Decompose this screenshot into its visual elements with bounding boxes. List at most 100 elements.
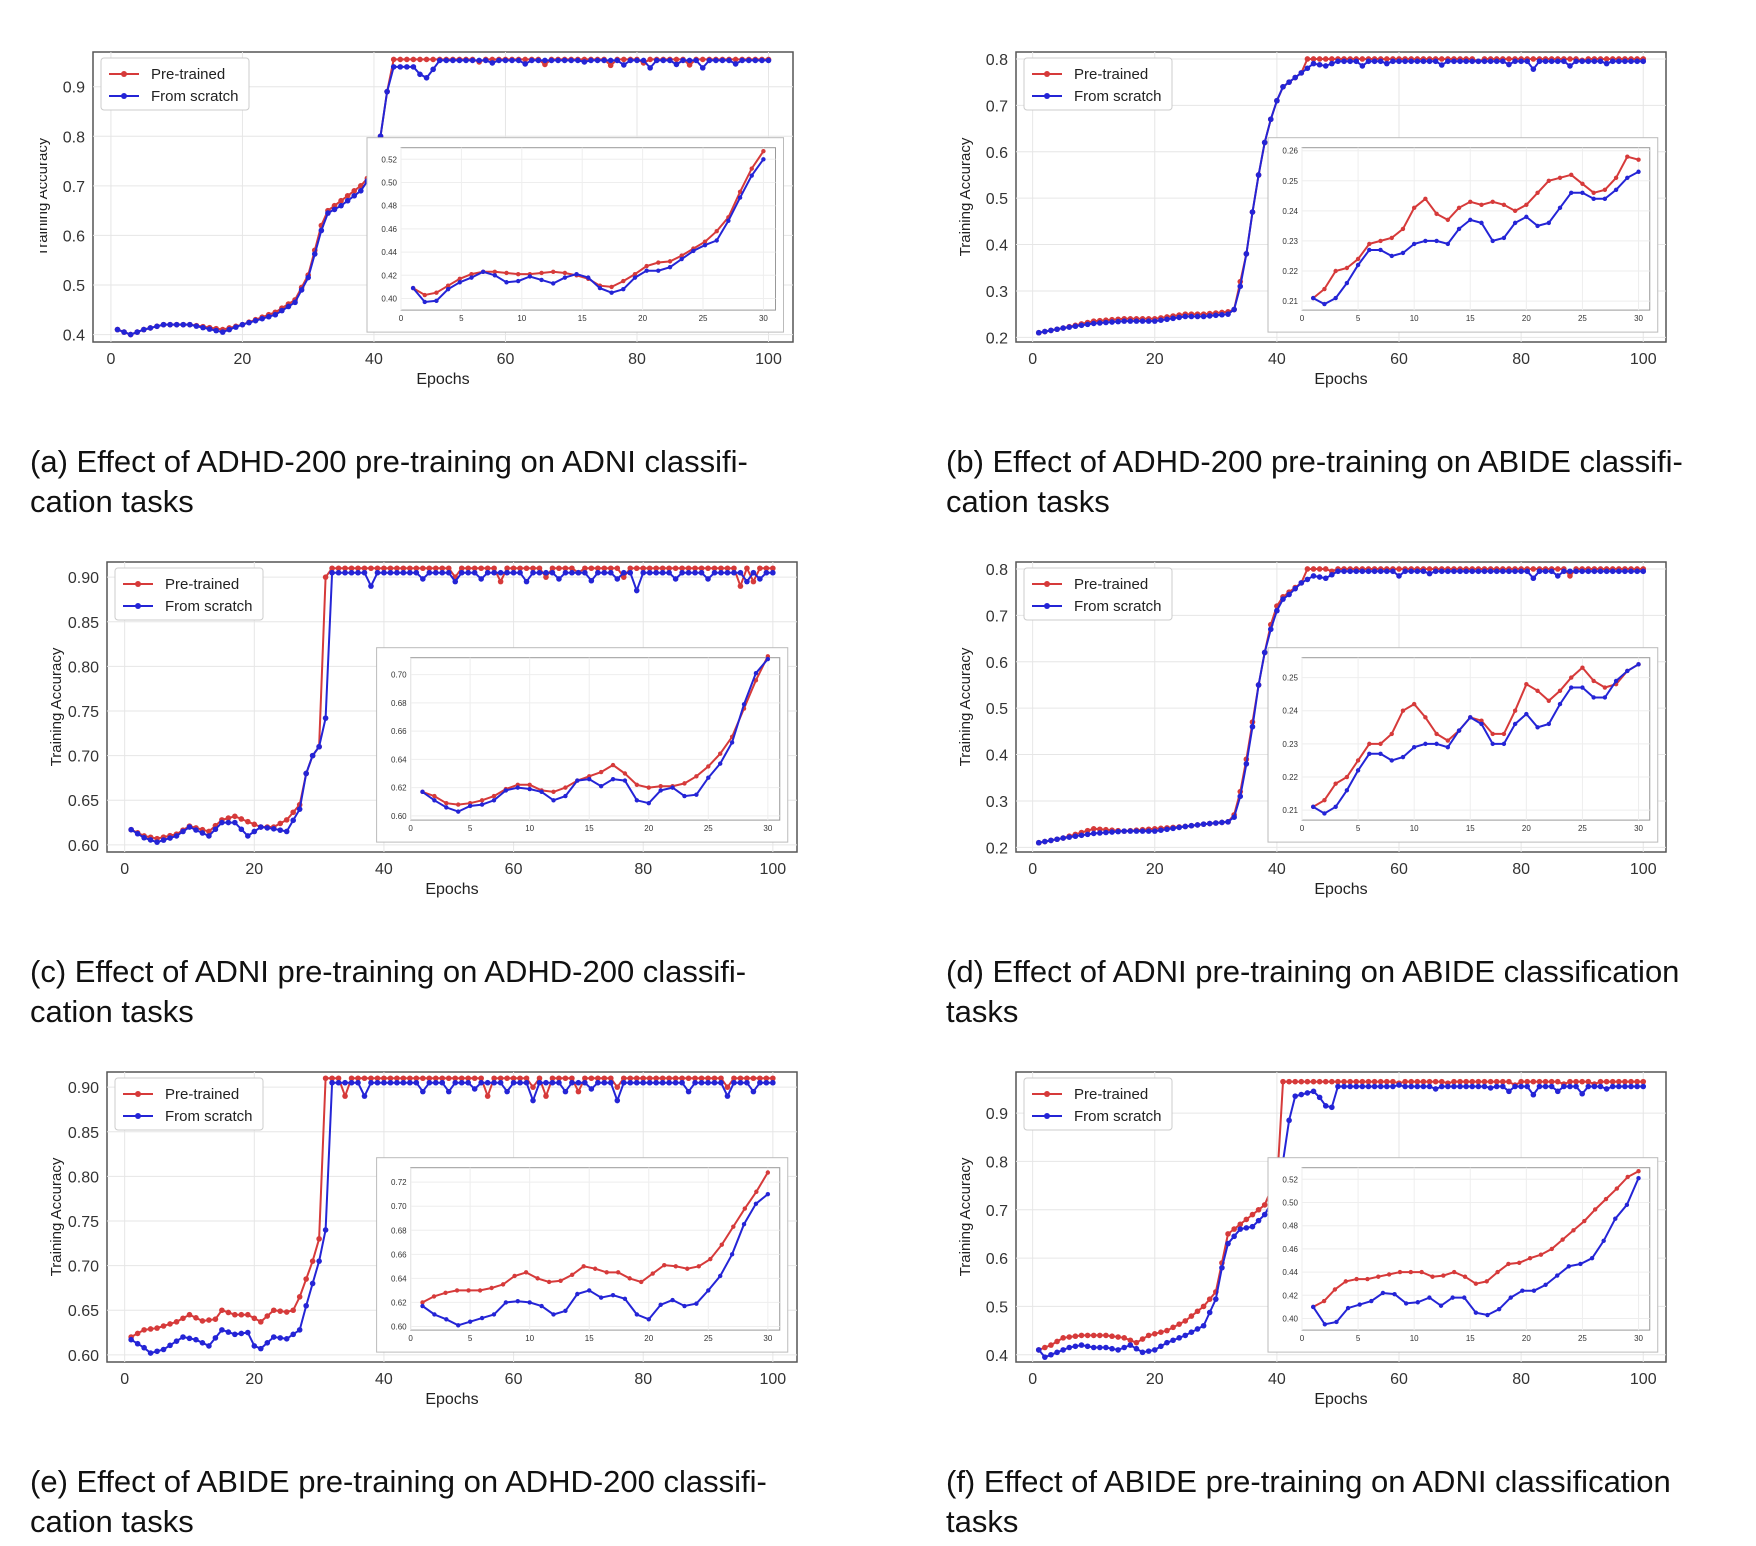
data-point-scratch: [1432, 58, 1439, 65]
data-point-scratch: [666, 1079, 672, 1086]
data-point-scratch: [1213, 312, 1219, 319]
inset-data-point-scratch: [1602, 196, 1608, 202]
inset-data-point-pretrained: [551, 789, 556, 795]
inset-data-point-pretrained: [558, 1278, 563, 1283]
inset-data-point-pretrained: [420, 1300, 425, 1305]
data-point-pretrained: [530, 1084, 536, 1090]
data-point-pretrained: [1304, 566, 1311, 572]
data-point-pretrained: [1090, 826, 1097, 832]
inset-data-point-pretrained: [1445, 738, 1451, 743]
caption-f: (f) Effect of ABIDE pre-training on ADNI…: [946, 1462, 1671, 1542]
inset-data-point-scratch: [1490, 741, 1495, 747]
data-point-scratch: [251, 1343, 258, 1349]
data-point-scratch: [1371, 1083, 1378, 1090]
data-point-scratch: [759, 57, 765, 64]
data-point-scratch: [1261, 139, 1268, 146]
data-point-scratch: [713, 57, 719, 64]
inset-data-point-scratch: [504, 280, 509, 285]
data-point-scratch: [193, 1336, 199, 1343]
data-point-scratch: [1640, 1083, 1647, 1090]
data-point-scratch: [1035, 839, 1042, 846]
data-point-pretrained: [504, 565, 510, 572]
inset-data-point-scratch: [1508, 1295, 1513, 1300]
data-point-pretrained: [1603, 1078, 1610, 1085]
inset-y-tick-label: 0.62: [391, 784, 407, 793]
inset-data-point-pretrained: [1546, 178, 1551, 183]
data-point-scratch: [1121, 318, 1128, 324]
inset-data-point-scratch: [1411, 241, 1417, 247]
data-point-scratch: [1243, 1225, 1250, 1231]
data-point-scratch: [134, 830, 141, 837]
data-point-pretrained: [1042, 1344, 1048, 1351]
data-point-scratch: [1591, 58, 1598, 65]
data-point-scratch: [128, 1336, 134, 1343]
inset-y-tick-label: 0.68: [391, 1226, 407, 1235]
data-point-scratch: [1487, 58, 1494, 65]
inset-data-point-pretrained: [523, 1270, 529, 1275]
data-point-scratch: [1390, 568, 1396, 575]
data-point-pretrained: [1151, 1331, 1158, 1337]
data-point-scratch: [1524, 58, 1531, 65]
inset-x-tick-label: 5: [1356, 824, 1361, 833]
data-point-pretrained: [251, 821, 258, 828]
data-point-scratch: [1194, 313, 1201, 320]
inset-data-point-scratch: [691, 248, 696, 254]
data-point-scratch: [1188, 1329, 1195, 1335]
inset-data-point-pretrained: [1397, 1269, 1403, 1275]
inset-data-point-scratch: [420, 1303, 425, 1309]
data-point-scratch: [212, 826, 219, 833]
data-point-scratch: [199, 1340, 206, 1346]
y-tick-label: 0.90: [68, 1080, 99, 1097]
data-point-scratch: [523, 578, 530, 585]
data-point-scratch: [1127, 1342, 1134, 1348]
data-point-pretrained: [620, 1075, 627, 1082]
chart-e: 0.600.650.700.750.800.850.900 20 40 60 80 100…: [48, 1071, 798, 1408]
y-tick-label: 0.4: [986, 238, 1008, 255]
inset-y-tick-label: 0.25: [1282, 674, 1298, 683]
x-tick-label: 40: [365, 351, 383, 368]
y-tick-label: 0.60: [68, 838, 99, 855]
inset-y-tick-label: 0.24: [1282, 707, 1298, 716]
inset-data-point-scratch: [1367, 751, 1372, 757]
data-point-scratch: [1640, 58, 1647, 65]
data-point-scratch: [292, 299, 298, 306]
chart-panel-c: 0.60 0.65 0.70 0.75 0.80 0.85 0.90 0 20 40 60 80 100…: [40, 558, 860, 938]
x-axis-title: Epochs: [425, 881, 478, 898]
data-point-scratch: [1164, 1339, 1170, 1346]
inset-data-point-pretrained: [1517, 1260, 1522, 1266]
data-point-scratch: [647, 65, 653, 71]
inset-data-point-scratch: [432, 798, 437, 803]
data-point-pretrained: [659, 1075, 666, 1082]
data-point-scratch: [141, 834, 147, 841]
data-point-scratch: [309, 752, 316, 759]
inset-data-point-pretrained: [569, 1272, 575, 1277]
data-point-scratch: [1341, 58, 1347, 65]
data-point-pretrained: [458, 565, 465, 572]
x-tick-label: 80: [634, 861, 652, 878]
data-point-scratch: [1335, 1083, 1341, 1090]
data-point-scratch: [305, 274, 311, 281]
data-point-scratch: [569, 1079, 575, 1086]
inset-x-tick-label: 30: [763, 824, 772, 833]
data-point-scratch: [1383, 60, 1390, 67]
data-point-scratch: [1176, 1335, 1182, 1341]
data-point-scratch: [750, 569, 757, 576]
inset-data-point-pretrained: [1557, 175, 1563, 180]
inset-data-point-pretrained: [1580, 181, 1585, 186]
data-point-pretrained: [206, 828, 212, 835]
data-point-pretrained: [744, 565, 750, 572]
inset-data-point-pretrained: [512, 1273, 517, 1279]
data-point-scratch: [128, 826, 134, 833]
legend-marker-pretrained: [121, 71, 127, 77]
data-point-scratch: [1151, 318, 1158, 324]
data-point-scratch: [1072, 833, 1079, 840]
data-point-scratch: [562, 1088, 569, 1095]
data-point-scratch: [1475, 1083, 1482, 1090]
data-point-pretrained: [400, 1075, 407, 1082]
data-point-pretrained: [653, 565, 659, 572]
data-point-pretrained: [420, 1075, 426, 1082]
data-point-scratch: [1506, 568, 1512, 575]
data-point-pretrained: [724, 1084, 731, 1090]
data-point-scratch: [407, 569, 413, 576]
data-point-scratch: [239, 321, 246, 328]
